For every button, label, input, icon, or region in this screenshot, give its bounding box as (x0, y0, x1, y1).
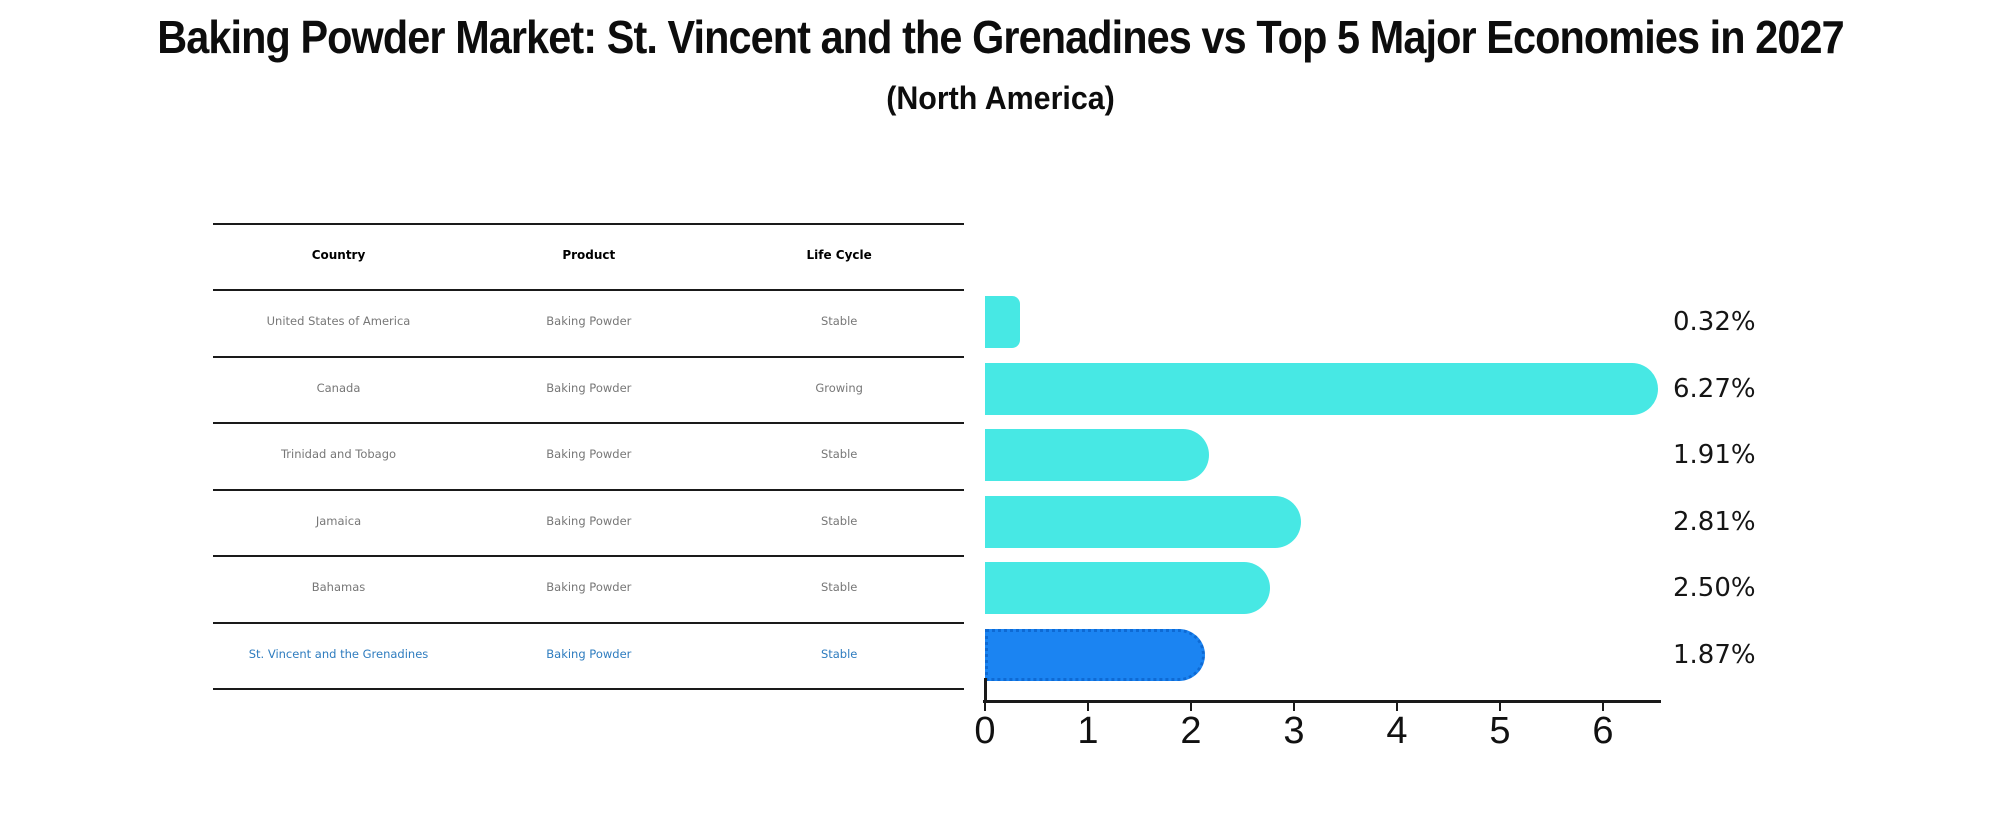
x-tick-label: 0 (974, 710, 996, 752)
table-cell-product: Baking Powder (546, 314, 632, 329)
table-cell-product: Baking Powder (546, 513, 632, 528)
table-cell-country: St. Vincent and the Grenadines (248, 646, 429, 661)
row-separator-line (213, 555, 964, 557)
bar-value-label: 2.50% (1673, 573, 1756, 604)
y-axis-spine-stub (984, 678, 987, 702)
x-tick-label: 4 (1386, 710, 1408, 752)
bar-value-label: 1.91% (1673, 440, 1756, 471)
row-separator-line (213, 688, 964, 690)
x-tick (1395, 702, 1399, 711)
row-separator-line (213, 355, 964, 358)
table-cell-life_cycle: Stable (820, 314, 858, 329)
row-separator-line (213, 289, 964, 291)
table-cell-country: Trinidad and Tobago (280, 447, 397, 462)
x-tick (1292, 702, 1296, 711)
bar-value-label: 2.81% (1673, 506, 1756, 537)
x-tick (1601, 702, 1605, 711)
table-cell-life_cycle: Stable (820, 447, 858, 462)
table-header-country: Country (311, 247, 366, 262)
table-cell-country: United States of America (266, 314, 411, 329)
table-top-line (213, 222, 964, 225)
table-cell-life_cycle: Stable (820, 646, 858, 661)
bar-value-label: 6.27% (1673, 373, 1756, 404)
table-cell-product: Baking Powder (546, 447, 632, 462)
bar-highlight (985, 628, 1205, 681)
x-axis-spine (983, 700, 1661, 703)
x-tick-label: 5 (1489, 710, 1511, 752)
bar (985, 296, 1020, 349)
table-cell-product: Baking Powder (546, 646, 632, 661)
table-header-product: Product (562, 247, 616, 262)
x-tick (1189, 702, 1193, 711)
row-separator-line (213, 488, 964, 491)
bar (985, 362, 1658, 415)
x-tick-label: 3 (1283, 710, 1305, 752)
x-tick-label: 2 (1180, 710, 1202, 752)
table-cell-country: Jamaica (315, 513, 362, 528)
bar-value-label: 0.32% (1673, 307, 1756, 338)
table-cell-life_cycle: Growing (815, 380, 863, 395)
table-cell-life_cycle: Stable (820, 513, 858, 528)
x-tick (983, 702, 987, 711)
bar (985, 495, 1301, 548)
bar-value-label: 1.87% (1673, 639, 1756, 670)
x-tick (1086, 702, 1090, 711)
table-cell-product: Baking Powder (546, 580, 632, 595)
page-title: Baking Powder Market: St. Vincent and th… (157, 11, 1844, 63)
row-separator-line (213, 621, 964, 624)
table-cell-country: Bahamas (311, 580, 366, 595)
x-tick (1498, 702, 1502, 711)
table-cell-life_cycle: Stable (820, 580, 858, 595)
table-header-life-cycle: Life Cycle (806, 247, 872, 262)
table-cell-product: Baking Powder (546, 380, 632, 395)
bar (985, 562, 1270, 615)
row-separator-line (213, 422, 964, 424)
page-subtitle: (North America) (886, 80, 1115, 116)
x-tick-label: 6 (1592, 710, 1614, 752)
x-tick-label: 1 (1077, 710, 1099, 752)
table-cell-country: Canada (316, 380, 361, 395)
bar (985, 429, 1209, 482)
